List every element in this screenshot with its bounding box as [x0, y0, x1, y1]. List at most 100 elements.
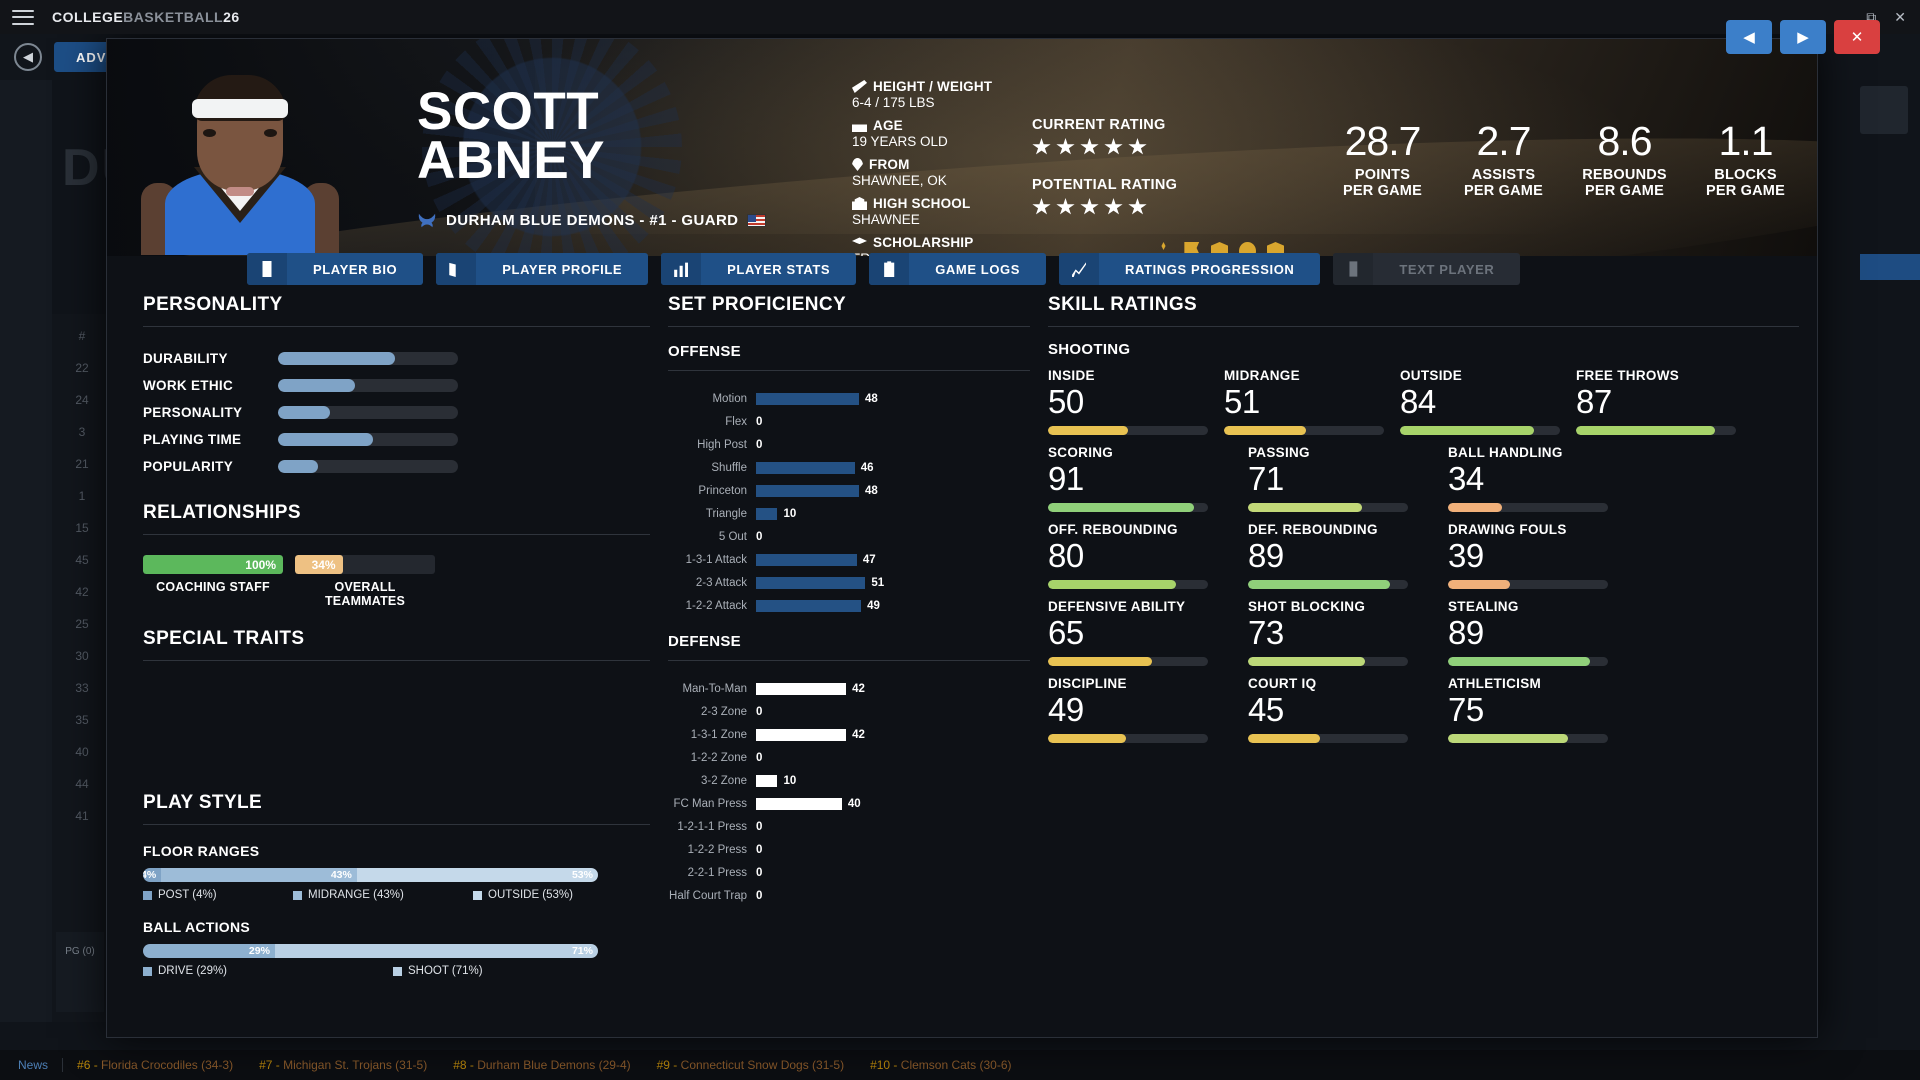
relationship-items: 100% COACHING STAFF 34% OVERALL TEAMMATE… [143, 555, 650, 608]
roster-row: 24 [75, 393, 89, 407]
ticker-item[interactable]: #7 - Michigan St. Trojans (31-5) [259, 1058, 427, 1072]
skill-label: DRAWING FOULS [1448, 521, 1567, 537]
stat-label-line2: PER GAME [1706, 183, 1785, 199]
section-divider [668, 370, 1030, 371]
skill-value: 75 [1448, 690, 1484, 728]
legend-item: MIDRANGE (43%) [293, 889, 473, 901]
roster-row: 25 [75, 617, 89, 631]
usa-flag-icon [747, 213, 767, 227]
skill-bar-track [1224, 425, 1384, 435]
personality-row: PERSONALITY [143, 399, 650, 426]
legend-label: MIDRANGE (43%) [308, 889, 404, 901]
sparkle-trait-icon[interactable] [263, 729, 293, 759]
skill-value: 84 [1400, 383, 1436, 420]
set-proficiency-row: 1-3-1 Zone 42 [668, 723, 1030, 746]
skill-ratings-title: SKILL RATINGS [1048, 294, 1198, 315]
floor-ranges-legend: POST (4%) MIDRANGE (43%) OUTSIDE (53%) [143, 889, 650, 901]
skill-bar-track [1048, 425, 1208, 435]
broom-trait-icon[interactable] [498, 729, 528, 759]
skill-bar-track [1448, 502, 1608, 512]
tab-player-profile[interactable]: PLAYER PROFILE [436, 253, 649, 285]
paintbrush-trait-icon[interactable] [143, 683, 173, 713]
close-window-icon[interactable]: ✕ [1894, 8, 1906, 25]
roster-row: 33 [75, 681, 89, 695]
whistle-trait-icon[interactable] [498, 683, 528, 713]
skill-bar-track [1248, 733, 1408, 743]
star-icon [1032, 138, 1051, 155]
section-divider [143, 824, 650, 825]
set-bar-wrap: 0 [756, 821, 762, 833]
bio-fact-from: FROM SHAWNEE, OK [852, 157, 1067, 188]
player-team-line: DURHAM BLUE DEMONS - #1 - GUARD [417, 211, 767, 229]
skill-bar-track [1048, 656, 1208, 666]
skill-value: 34 [1448, 459, 1484, 497]
personality-bar-track [278, 433, 458, 446]
star-icon [1104, 138, 1123, 155]
set-value: 42 [852, 728, 865, 741]
bio-label: AGE [873, 118, 903, 133]
set-bar [756, 797, 842, 810]
column-set-proficiency: SET PROFICIENCY OFFENSE Motion 48 Flex 0 Hig… [650, 294, 1030, 1037]
tab-text-player[interactable]: TEXT PLAYER [1333, 253, 1521, 285]
background-accent-strip [1860, 254, 1920, 280]
legend-label: POST (4%) [158, 889, 217, 901]
skill-label: STEALING [1448, 598, 1519, 614]
ticker-news-label[interactable]: News [18, 1058, 49, 1072]
bio-value: 19 YEARS OLD [852, 134, 948, 149]
set-proficiency-row: Motion 48 [668, 387, 1030, 410]
ball-action-segment: 71% [274, 944, 598, 958]
close-modal-button[interactable]: ✕ [1834, 20, 1880, 54]
skill-label: BALL HANDLING [1448, 444, 1563, 460]
set-bar-wrap: 0 [756, 706, 762, 718]
restore-window-icon[interactable]: ⧉ [1866, 8, 1877, 25]
menu-hamburger-icon[interactable] [12, 9, 34, 25]
relationship-fill: 34% [295, 555, 343, 574]
target-trait-icon[interactable] [261, 685, 291, 715]
ticker-item[interactable]: #8 - Durham Blue Demons (29-4) [453, 1058, 630, 1072]
skill-value: 80 [1048, 536, 1084, 574]
tab-player-stats[interactable]: PLAYER STATS [661, 253, 857, 285]
set-proficiency-row: 2-3 Zone 0 [668, 700, 1030, 723]
modal-nav-buttons: ◀ ▶ ✕ [1726, 20, 1880, 54]
special-traits-title: SPECIAL TRAITS [143, 628, 305, 649]
skill-cell: BALL HANDLING 34 [1448, 445, 1648, 512]
set-bar-wrap: 0 [756, 844, 762, 856]
ticker-item[interactable]: #10 - Clemson Cats (30-6) [870, 1058, 1011, 1072]
stat-label-line1: STEALS [1806, 167, 1817, 183]
set-proficiency-row: High Post 0 [668, 433, 1030, 456]
stat-value: 28.7 [1344, 118, 1422, 164]
bolt-trait-icon[interactable] [386, 683, 416, 713]
skill-label: OFF. REBOUNDING [1048, 521, 1178, 537]
ticker-rank: #10 - [870, 1058, 898, 1072]
tab-label: TEXT PLAYER [1399, 261, 1495, 277]
headline-stat-assists: 2.7 ASSISTS PER GAME [1443, 121, 1564, 200]
legend-swatch [143, 966, 152, 976]
set-bar [756, 576, 866, 589]
next-player-button[interactable]: ▶ [1780, 20, 1826, 54]
legend-swatch [293, 890, 302, 900]
set-label: 1-3-1 Zone [690, 728, 747, 741]
relationship-track: 34% [295, 555, 435, 574]
tab-player-bio[interactable]: PLAYER BIO [247, 253, 424, 285]
back-arrow-icon[interactable]: ◀ [14, 43, 42, 71]
shield-trait-icon[interactable] [385, 726, 415, 756]
stat-label-line1: BLOCKS [1714, 167, 1777, 183]
personality-row: WORK ETHIC [143, 372, 650, 399]
trophy-badge-icon [1267, 242, 1284, 256]
tower-trait-icon[interactable] [149, 729, 179, 759]
ticker-item[interactable]: #9 - Connecticut Snow Dogs (31-5) [657, 1058, 844, 1072]
tab-game-logs[interactable]: GAME LOGS [869, 253, 1047, 285]
skill-cell: DEF. REBOUNDING 89 [1248, 522, 1448, 589]
tab-ratings-progression[interactable]: RATINGS PROGRESSION [1059, 253, 1321, 285]
ticker-team: Durham Blue Demons (29-4) [477, 1058, 631, 1072]
brand-part-1: COLLEGE [52, 9, 124, 25]
previous-player-button[interactable]: ◀ [1726, 20, 1772, 54]
ticker-item[interactable]: #6 - Florida Crocodiles (34-3) [77, 1058, 233, 1072]
skill-label: FREE THROWS [1576, 368, 1680, 383]
personality-title: PERSONALITY [143, 294, 283, 315]
title-bar: COLLEGE BASKETBALL 26 ⧉ ✕ [0, 0, 1920, 34]
set-proficiency-row: 1-2-2 Zone 0 [668, 746, 1030, 769]
set-value: 48 [864, 392, 878, 405]
set-value: 48 [864, 484, 878, 497]
set-proficiency-row: 1-3-1 Attack 47 [668, 548, 1030, 571]
